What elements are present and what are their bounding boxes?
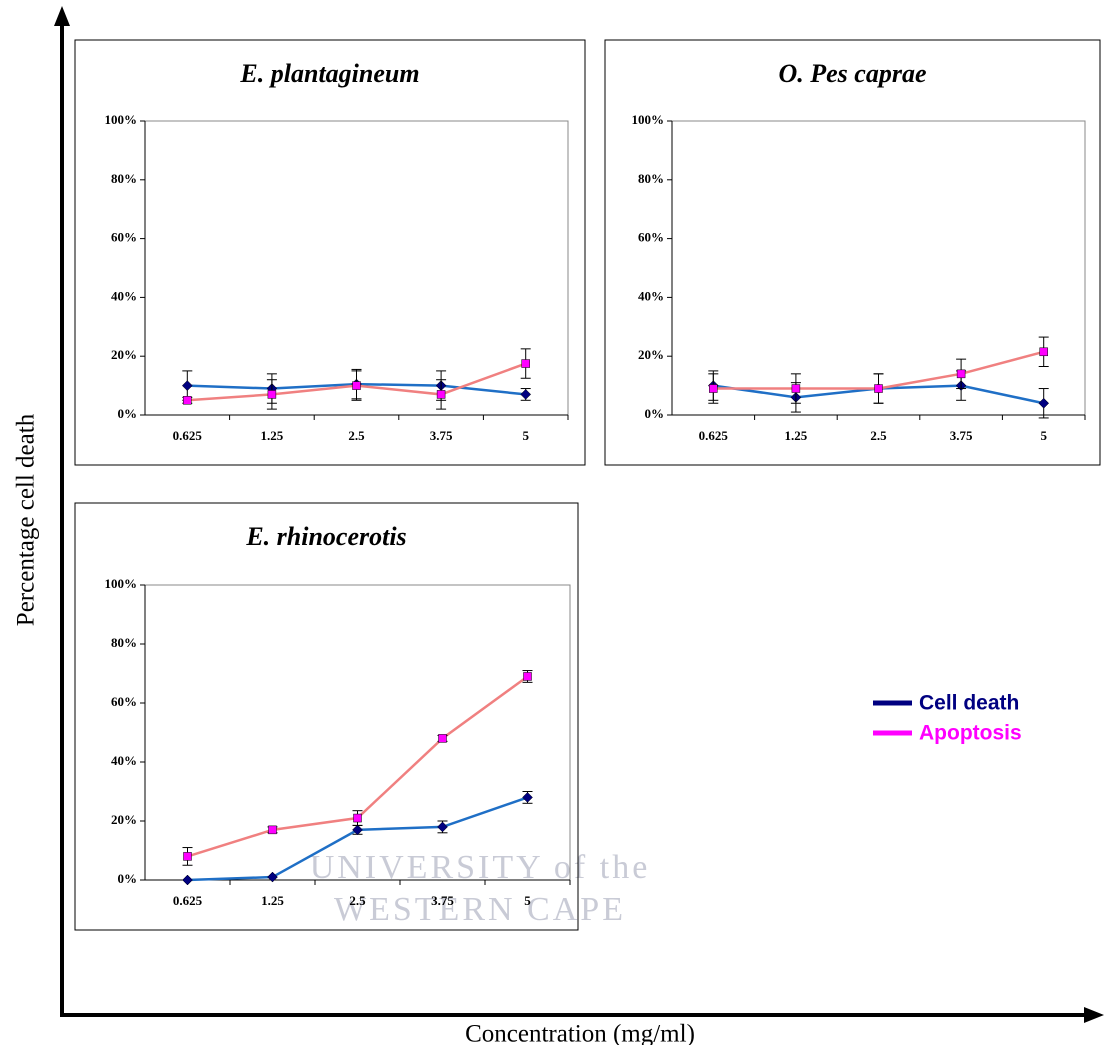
x-tick-label: 0.625 bbox=[173, 893, 203, 908]
page: {"figure": {"ylabel": "Percentage cell d… bbox=[0, 0, 1111, 1045]
panel-frame bbox=[75, 40, 585, 465]
x-tick-label: 1.25 bbox=[261, 893, 284, 908]
x-tick-label: 5 bbox=[522, 428, 529, 443]
y-tick-label: 60% bbox=[638, 230, 664, 245]
marker bbox=[1040, 348, 1048, 356]
marker bbox=[353, 382, 361, 390]
y-tick-label: 20% bbox=[638, 347, 664, 362]
y-tick-label: 0% bbox=[118, 871, 138, 886]
x-tick-label: 3.75 bbox=[950, 428, 973, 443]
y-tick-label: 20% bbox=[111, 347, 137, 362]
marker bbox=[521, 389, 531, 399]
x-tick-label: 0.625 bbox=[173, 428, 203, 443]
marker bbox=[269, 826, 277, 834]
plot-area bbox=[672, 121, 1085, 415]
marker bbox=[524, 672, 532, 680]
marker bbox=[268, 390, 276, 398]
y-tick-label: 80% bbox=[111, 635, 137, 650]
y-tick-label: 40% bbox=[111, 288, 137, 303]
marker bbox=[957, 370, 965, 378]
marker bbox=[438, 822, 448, 832]
marker bbox=[1039, 398, 1049, 408]
marker bbox=[183, 396, 191, 404]
marker bbox=[268, 872, 278, 882]
x-tick-label: 5 bbox=[1040, 428, 1047, 443]
marker bbox=[183, 875, 193, 885]
y-tick-label: 40% bbox=[638, 288, 664, 303]
x-tick-label: 2.5 bbox=[349, 893, 366, 908]
x-tick-label: 2.5 bbox=[870, 428, 887, 443]
marker bbox=[184, 852, 192, 860]
marker bbox=[522, 360, 530, 368]
x-tick-label: 5 bbox=[524, 893, 531, 908]
marker bbox=[875, 385, 883, 393]
x-tick-label: 0.625 bbox=[699, 428, 729, 443]
marker bbox=[182, 381, 192, 391]
x-tick-label: 3.75 bbox=[430, 428, 453, 443]
figure: UNIVERSITY of the WESTERN CAPE Percentag… bbox=[0, 0, 1111, 1045]
marker bbox=[523, 792, 533, 802]
plot-area bbox=[145, 585, 570, 880]
marker bbox=[353, 825, 363, 835]
y-tick-label: 60% bbox=[111, 230, 137, 245]
marker bbox=[709, 385, 717, 393]
x-tick-label: 2.5 bbox=[348, 428, 365, 443]
watermark: WESTERN CAPE bbox=[334, 891, 626, 928]
legend-label: Cell death bbox=[919, 692, 1019, 715]
marker bbox=[439, 734, 447, 742]
marker bbox=[354, 814, 362, 822]
x-arrow-head bbox=[1084, 1007, 1104, 1023]
y-tick-label: 0% bbox=[118, 406, 138, 421]
y-tick-label: 20% bbox=[111, 812, 137, 827]
chart-title: O. Pes caprae bbox=[778, 59, 926, 88]
y-tick-label: 60% bbox=[111, 694, 137, 709]
y-tick-label: 80% bbox=[638, 171, 664, 186]
x-axis-label: Concentration (mg/ml) bbox=[465, 1021, 695, 1045]
y-tick-label: 80% bbox=[111, 171, 137, 186]
y-tick-label: 100% bbox=[632, 112, 665, 127]
marker bbox=[792, 385, 800, 393]
y-tick-label: 0% bbox=[645, 406, 665, 421]
x-tick-label: 1.25 bbox=[785, 428, 808, 443]
legend-label: Apoptosis bbox=[919, 722, 1022, 745]
marker bbox=[437, 390, 445, 398]
panel-frame bbox=[605, 40, 1100, 465]
x-tick-label: 3.75 bbox=[431, 893, 454, 908]
y-arrow-head bbox=[54, 6, 70, 26]
chart-title: E. plantagineum bbox=[239, 59, 419, 88]
y-axis-label: Percentage cell death bbox=[13, 413, 40, 626]
x-tick-label: 1.25 bbox=[261, 428, 284, 443]
y-tick-label: 40% bbox=[111, 753, 137, 768]
y-tick-label: 100% bbox=[105, 112, 138, 127]
chart-title: E. rhinocerotis bbox=[245, 522, 406, 551]
y-tick-label: 100% bbox=[105, 576, 138, 591]
